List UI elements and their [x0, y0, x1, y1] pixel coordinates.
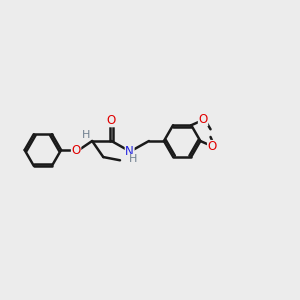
Text: O: O	[208, 140, 217, 154]
Text: N: N	[125, 145, 134, 158]
Text: H: H	[129, 154, 137, 164]
Text: H: H	[82, 130, 90, 140]
Text: O: O	[71, 143, 81, 157]
Text: O: O	[198, 113, 208, 126]
Text: O: O	[107, 114, 116, 127]
